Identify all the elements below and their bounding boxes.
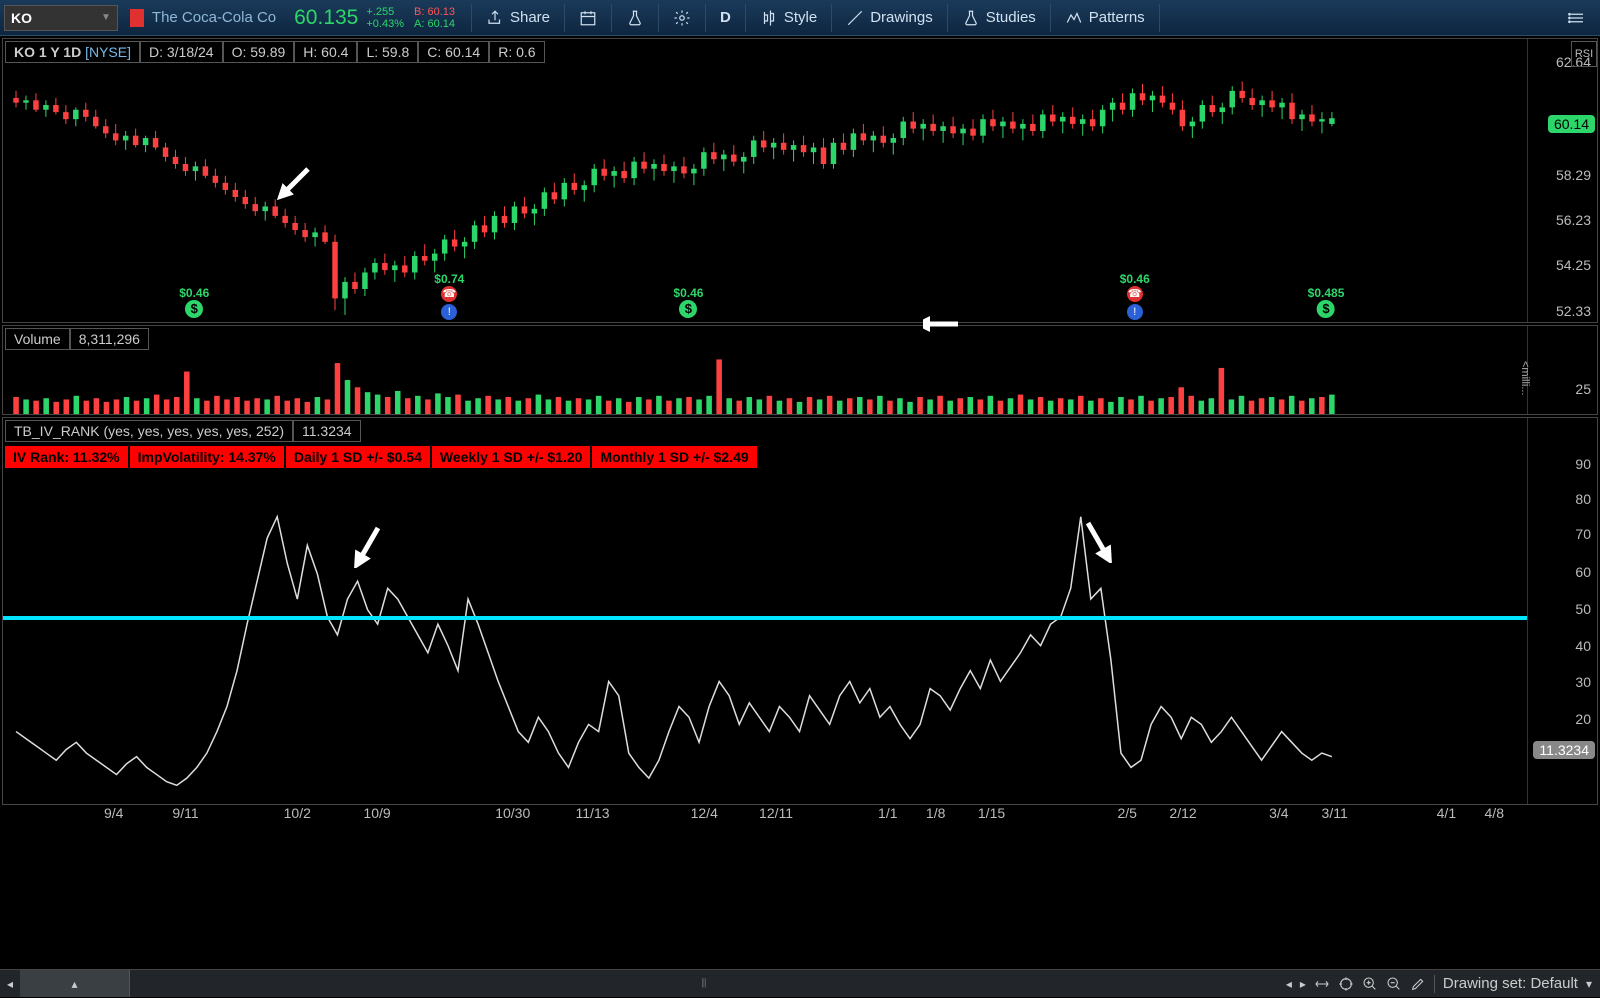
dividend-marker: $0.46$ (673, 286, 703, 318)
event-marker: $0.74☎! (434, 272, 464, 320)
date-tick: 12/4 (691, 805, 718, 821)
iv-badge: Monthly 1 SD +/- $2.49 (592, 446, 756, 468)
zoom-in-icon[interactable] (1362, 976, 1378, 992)
date-tick: 1/8 (926, 805, 945, 821)
volume-bars (3, 326, 1527, 414)
unlink-icon[interactable] (130, 9, 144, 27)
date-tick: 3/4 (1269, 805, 1288, 821)
bid-ask: B: 60.13 A: 60.14 (414, 6, 455, 30)
calendar-button[interactable] (567, 0, 609, 36)
nav-left-icon[interactable]: ◂ (1286, 977, 1292, 991)
expand-h-icon[interactable] (1314, 976, 1330, 992)
symbol-input[interactable] (11, 10, 71, 26)
crosshair-icon[interactable] (1338, 976, 1354, 992)
pencil-icon[interactable] (1410, 976, 1426, 992)
top-toolbar: ▼ The Coca-Cola Co 60.135 +.255 +0.43% B… (0, 0, 1600, 36)
date-tick: 2/5 (1117, 805, 1136, 821)
date-tick: 9/4 (104, 805, 123, 821)
last-price: 60.135 (294, 6, 358, 30)
bottom-bar: ◂ ▴ ⦀ ◂ ▸ Drawing set: Default ▾ (0, 969, 1600, 997)
nav-right-icon[interactable]: ▸ (1300, 977, 1306, 991)
date-tick: 11/13 (576, 805, 610, 821)
timeframe-button[interactable]: D (708, 0, 743, 36)
candlestick-chart (3, 39, 1527, 322)
date-tick: 4/8 (1485, 805, 1504, 821)
date-tick: 10/2 (284, 805, 311, 821)
iv-metric-badges: IV Rank: 11.32%ImpVolatility: 14.37%Dail… (5, 446, 757, 468)
iv-badge: IV Rank: 11.32% (5, 446, 128, 468)
menu-button[interactable] (1558, 0, 1596, 36)
date-tick: 10/30 (495, 805, 530, 821)
date-tick: 10/9 (363, 805, 390, 821)
drawing-set-label[interactable]: Drawing set: Default (1443, 975, 1578, 992)
rsi-badge: RSI (1571, 41, 1597, 67)
iv-header: TB_IV_RANK (yes, yes, yes, yes, yes, 252… (5, 420, 361, 442)
expand-button[interactable]: ▴ (20, 970, 130, 997)
style-button[interactable]: Style (748, 0, 829, 36)
date-tick: 3/11 (1322, 805, 1348, 821)
date-tick: 1/1 (878, 805, 897, 821)
flask-button[interactable] (614, 0, 656, 36)
dividend-marker: $0.485$ (1308, 286, 1345, 318)
studies-button[interactable]: Studies (950, 0, 1048, 36)
iv-threshold-line (3, 616, 1527, 620)
volume-units-label: <milli... (1519, 361, 1531, 396)
date-tick: 4/1 (1437, 805, 1456, 821)
volume-panel[interactable]: Volume 8,311,296 25 <milli... (2, 325, 1598, 415)
volume-header: Volume 8,311,296 (5, 328, 149, 350)
patterns-button[interactable]: Patterns (1053, 0, 1157, 36)
settings-button[interactable] (661, 0, 703, 36)
date-tick: 1/15 (978, 805, 1005, 821)
drawings-button[interactable]: Drawings (834, 0, 945, 36)
chevron-down-icon[interactable]: ▾ (1586, 977, 1592, 991)
iv-rank-panel[interactable]: TB_IV_RANK (yes, yes, yes, yes, yes, 252… (2, 417, 1598, 805)
price-header: KO 1 Y 1D [NYSE] D: 3/18/24 O: 59.89 H: … (5, 41, 545, 63)
iv-badge: ImpVolatility: 14.37% (130, 446, 284, 468)
price-chart-panel[interactable]: KO 1 Y 1D [NYSE] D: 3/18/24 O: 59.89 H: … (2, 38, 1598, 323)
iv-y-axis: 908070605040302011.3234 (1527, 418, 1597, 804)
zoom-out-icon[interactable] (1386, 976, 1402, 992)
date-tick: 12/11 (759, 805, 793, 821)
event-marker: $0.46☎! (1120, 272, 1150, 320)
symbol-input-box[interactable]: ▼ (4, 5, 118, 31)
company-name: The Coca-Cola Co (152, 9, 276, 26)
volume-y-axis: 25 (1527, 326, 1597, 414)
iv-line-chart (3, 418, 1527, 804)
dividend-marker: $0.46$ (179, 286, 209, 318)
date-tick: 9/11 (172, 805, 198, 821)
iv-badge: Daily 1 SD +/- $0.54 (286, 446, 430, 468)
date-tick: 2/12 (1169, 805, 1196, 821)
bottom-tools: ◂ ▸ Drawing set: Default ▾ (1278, 975, 1600, 993)
price-change: +.255 +0.43% (366, 6, 404, 30)
chevron-down-icon[interactable]: ▼ (101, 12, 111, 23)
price-y-axis: 62.6460.1458.2956.2354.2552.33 (1527, 39, 1597, 322)
date-axis: 9/4 9/11 10/2 10/9 10/30 11/13 12/4 12/11 1/1 1/8… (2, 805, 1598, 831)
iv-badge: Weekly 1 SD +/- $1.20 (432, 446, 591, 468)
share-button[interactable]: Share (474, 0, 562, 36)
scroll-left-button[interactable]: ◂ (0, 977, 20, 991)
